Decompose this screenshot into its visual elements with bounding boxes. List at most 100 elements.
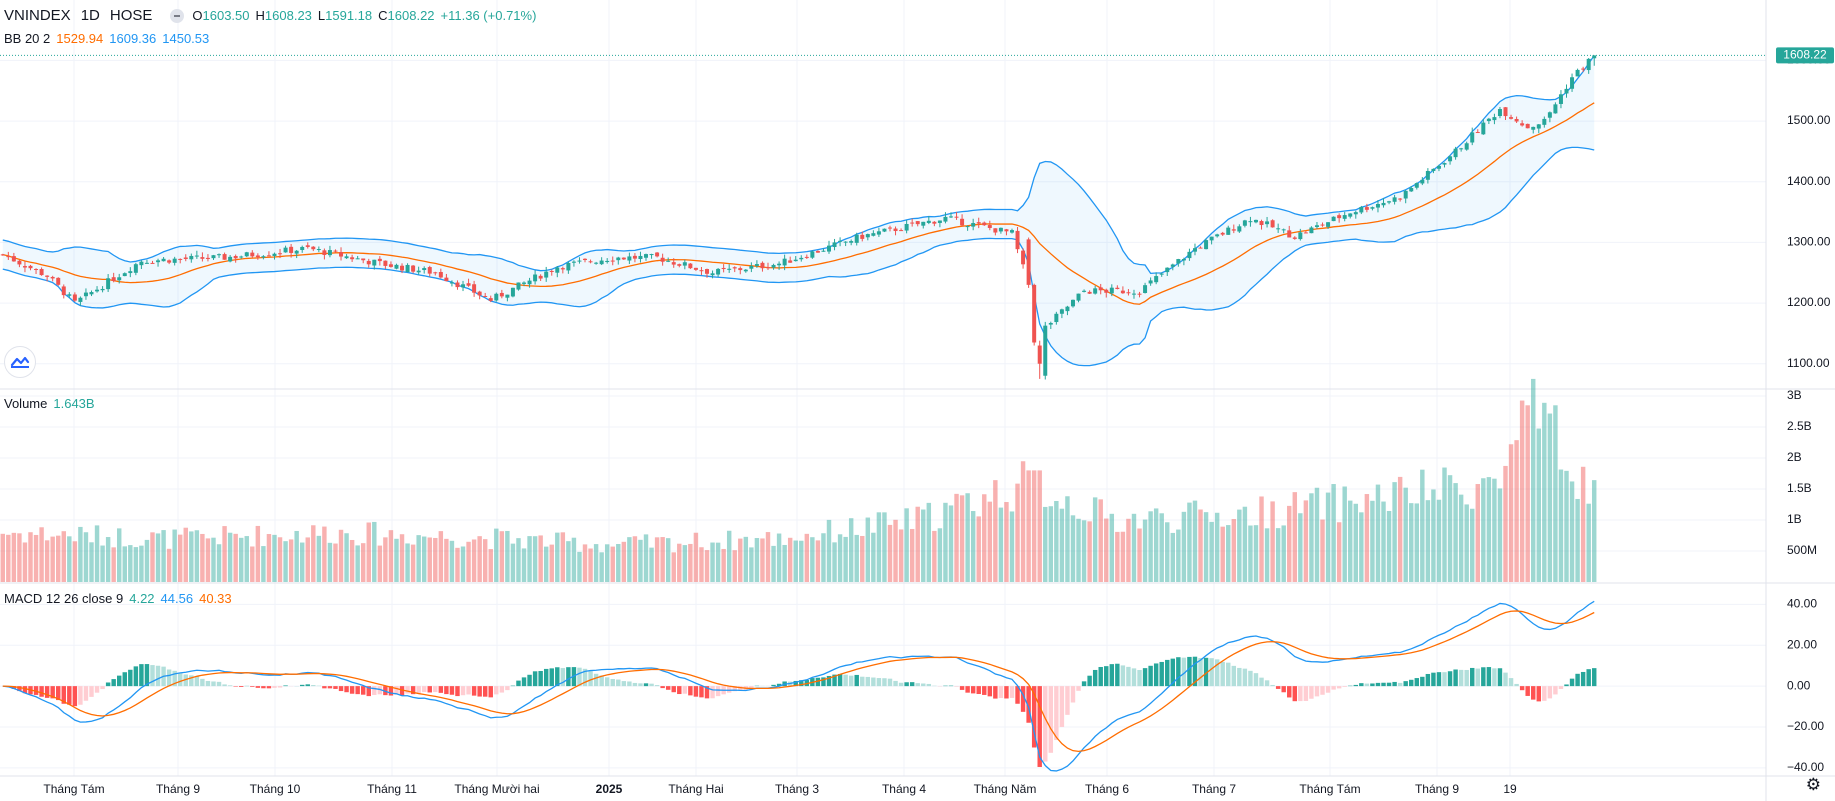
macd-histogram-bar: [1104, 666, 1109, 687]
candle-body: [1253, 219, 1258, 223]
interval-label[interactable]: 1D: [80, 7, 100, 24]
volume-bar: [882, 512, 887, 582]
macd-histogram-bar: [122, 672, 127, 687]
macd-histogram-bar: [1081, 681, 1087, 687]
macd-histogram-bar: [876, 678, 882, 687]
volume-bar: [538, 535, 543, 582]
macd-histogram-bar: [510, 685, 516, 687]
candle-body: [283, 247, 288, 253]
volume-bar: [771, 545, 776, 582]
candle-body: [1131, 293, 1136, 295]
tradingview-logo-icon[interactable]: [4, 346, 36, 378]
volume-bar: [549, 544, 554, 582]
volume-bar: [654, 537, 660, 582]
macd-histogram-bar: [1137, 670, 1142, 687]
candle-body: [483, 295, 488, 297]
volume-bar: [588, 548, 593, 582]
macd-histogram-bar: [56, 686, 61, 701]
macd-histogram-bar: [1425, 673, 1431, 687]
macd-histogram-bar: [649, 683, 654, 687]
volume-bar: [1092, 497, 1098, 582]
volume-bar: [1153, 508, 1159, 582]
macd-histogram-bar: [1181, 657, 1187, 687]
volume-bar: [494, 528, 499, 582]
volume-bar: [261, 546, 266, 582]
candle-body: [1309, 227, 1314, 234]
macd-histogram-bar: [277, 686, 283, 688]
time-axis-label: Tháng Tám: [1299, 782, 1360, 796]
macd-histogram-bar: [604, 677, 610, 687]
volume-bar: [17, 533, 22, 582]
volume-bar: [1264, 528, 1270, 582]
candle-body: [1453, 148, 1458, 158]
volume-bar: [1403, 487, 1408, 582]
candle-body: [1486, 118, 1491, 122]
macd-histogram-bar: [383, 686, 388, 696]
time-axis-label: Tháng 11: [367, 782, 417, 796]
macd-histogram-bar: [377, 686, 383, 695]
bb-legend[interactable]: BB 20 2 1529.94 1609.36 1450.53: [4, 31, 209, 46]
macd-histogram-bar: [1037, 686, 1042, 767]
volume-bar: [22, 542, 28, 582]
candle-body: [666, 260, 671, 262]
macd-histogram-bar: [33, 686, 39, 695]
symbol-name[interactable]: VNINDEX: [4, 7, 71, 24]
candle-body: [1015, 230, 1020, 250]
macd-legend[interactable]: MACD 12 26 close 9 4.22 44.56 40.33: [4, 591, 232, 606]
macd-histogram-bar: [1165, 659, 1170, 687]
candle-body: [1004, 229, 1009, 232]
gear-icon[interactable]: ⚙: [1805, 775, 1821, 794]
bb-lower-value: 1450.53: [162, 31, 210, 46]
candle-body: [394, 264, 399, 269]
macd-histogram-bar: [1281, 686, 1286, 693]
volume-bar: [1503, 465, 1508, 582]
macd-signal-value: 40.33: [199, 591, 232, 606]
volume-bar: [455, 547, 460, 582]
cloud-icon: [10, 356, 30, 368]
macd-signal-line: [2, 610, 1595, 753]
volume-bar: [488, 549, 493, 582]
volume-legend[interactable]: Volume 1.643B: [4, 396, 95, 411]
candle-body: [1442, 163, 1447, 165]
candle-body: [388, 264, 393, 267]
macd-histogram-bar: [1192, 656, 1198, 687]
candle-body: [594, 262, 599, 264]
candle-body: [261, 256, 266, 258]
macd-histogram-bar: [1242, 668, 1248, 687]
candle-body: [693, 267, 698, 270]
macd-histogram-bar: [1220, 661, 1225, 687]
volume-bar: [1536, 428, 1541, 582]
macd-histogram-bar: [1381, 682, 1386, 687]
candle-body: [39, 269, 44, 276]
macd-histogram-bar: [1065, 686, 1070, 715]
volume-bar: [444, 538, 449, 582]
candle-body: [1570, 77, 1575, 89]
macd-histogram-bar: [1159, 661, 1164, 687]
volume-bar: [1519, 400, 1525, 582]
candle-body: [89, 292, 94, 295]
macd-histogram-bar: [200, 678, 205, 687]
volume-bar: [1481, 478, 1486, 582]
macd-histogram-bar: [1503, 672, 1508, 687]
volume-bar: [665, 538, 671, 582]
macd-histogram-bar: [133, 666, 139, 687]
volume-bar: [366, 522, 371, 582]
macd-histogram-bar: [826, 675, 832, 687]
macd-histogram-bar: [460, 686, 466, 696]
macd-histogram-bar: [433, 686, 438, 693]
macd-histogram-bar: [399, 686, 405, 696]
macd-histogram-bar: [1497, 668, 1503, 687]
volume-bar: [433, 537, 438, 582]
macd-histogram-bar: [1248, 670, 1253, 687]
volume-bar: [1580, 466, 1586, 582]
candle-body: [244, 252, 249, 257]
macd-histogram-bar: [311, 685, 316, 687]
macd-histogram-bar: [266, 686, 272, 689]
candle-body: [427, 267, 432, 274]
volume-axis-tick: 500M: [1787, 543, 1817, 557]
macd-histogram-bar: [238, 686, 244, 687]
collapse-legend-icon[interactable]: [170, 8, 185, 23]
candle-body: [1087, 291, 1092, 294]
volume-bar: [1370, 500, 1375, 582]
